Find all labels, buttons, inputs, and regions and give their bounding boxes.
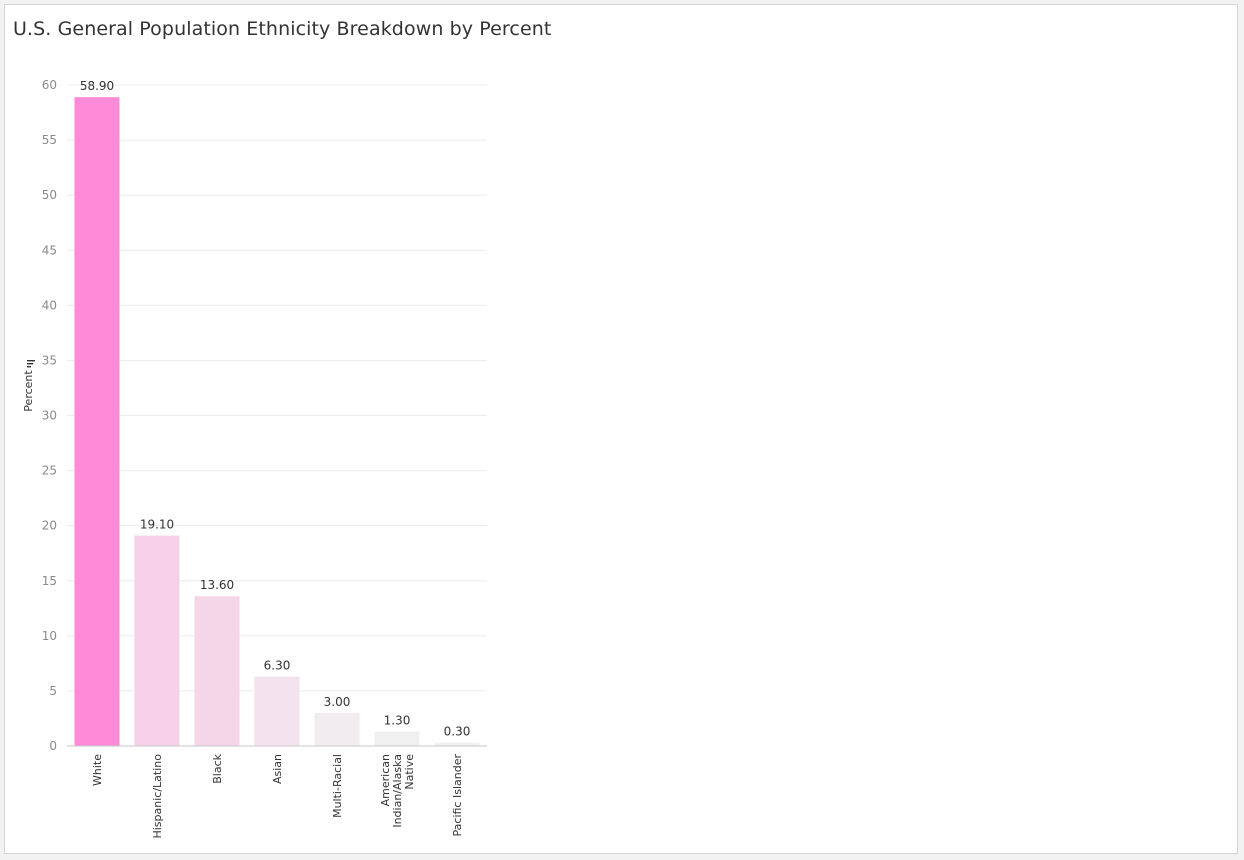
chart-frame: U.S. General Population Ethnicity Breakd… [4, 4, 1238, 854]
y-tick-label: 55 [42, 133, 57, 147]
category-label-line: Native [403, 754, 416, 790]
y-tick-label: 35 [42, 353, 57, 367]
y-tick-label: 60 [42, 78, 57, 92]
category-label: Multi-Racial [331, 754, 344, 818]
category-label-line: White [91, 754, 104, 786]
bar[interactable] [314, 712, 360, 746]
category-label-line: Indian/Alaska [391, 754, 404, 828]
category-label-line: Multi-Racial [331, 754, 344, 818]
category-label-line: Hispanic/Latino [151, 754, 164, 839]
category-label-line: American [379, 754, 392, 806]
category-label: Hispanic/Latino [151, 754, 164, 839]
data-label: 1.30 [384, 714, 411, 728]
y-axis-title: Percent [22, 370, 35, 412]
y-axis-ticks: 0 5 10 15 20 25 30 35 40 45 50 55 60 [42, 78, 57, 753]
category-label: Asian [271, 754, 284, 784]
y-tick-label: 25 [42, 464, 57, 478]
y-tick-label: 10 [42, 629, 57, 643]
y-tick-label: 45 [42, 243, 57, 257]
chart-title: U.S. General Population Ethnicity Breakd… [13, 18, 552, 40]
data-labels: 58.90 19.10 13.60 6.30 3.00 1.30 0.30 [80, 79, 471, 739]
data-label: 13.60 [200, 578, 234, 592]
category-label: Pacific Islander [451, 754, 464, 837]
y-tick-label: 40 [42, 298, 57, 312]
data-label: 0.30 [444, 725, 471, 739]
y-tick-label: 30 [42, 409, 57, 423]
category-label: Black [211, 753, 224, 783]
bar[interactable] [434, 742, 480, 746]
data-label: 3.00 [324, 695, 351, 709]
data-label: 6.30 [264, 659, 291, 673]
category-label: White [91, 754, 104, 786]
y-axis-title-group[interactable]: Percent [22, 360, 35, 412]
x-axis-categories: White Hispanic/Latino Black Asian Multi-Raci… [91, 753, 464, 838]
bar[interactable] [194, 596, 240, 746]
data-label: 19.10 [140, 518, 174, 532]
bar-chart: 0 5 10 15 20 25 30 35 40 45 50 55 60 58.90 19.10 13.60… [22, 78, 487, 839]
category-label-line: Black [211, 753, 224, 783]
grid-lines [67, 84, 487, 692]
bar[interactable] [134, 535, 180, 746]
sort-icon[interactable] [27, 360, 35, 368]
data-label: 58.90 [80, 79, 114, 93]
y-tick-label: 15 [42, 574, 57, 588]
category-label: American Indian/Alaska Native [379, 754, 416, 828]
y-tick-label: 20 [42, 519, 57, 533]
y-tick-label: 0 [49, 739, 57, 753]
bar[interactable] [374, 731, 420, 746]
category-label-line: Pacific Islander [451, 754, 464, 837]
bar[interactable] [254, 676, 300, 746]
bars [74, 97, 480, 746]
bar[interactable] [74, 97, 120, 746]
category-label-line: Asian [271, 754, 284, 784]
y-tick-label: 50 [42, 188, 57, 202]
y-tick-label: 5 [49, 684, 57, 698]
